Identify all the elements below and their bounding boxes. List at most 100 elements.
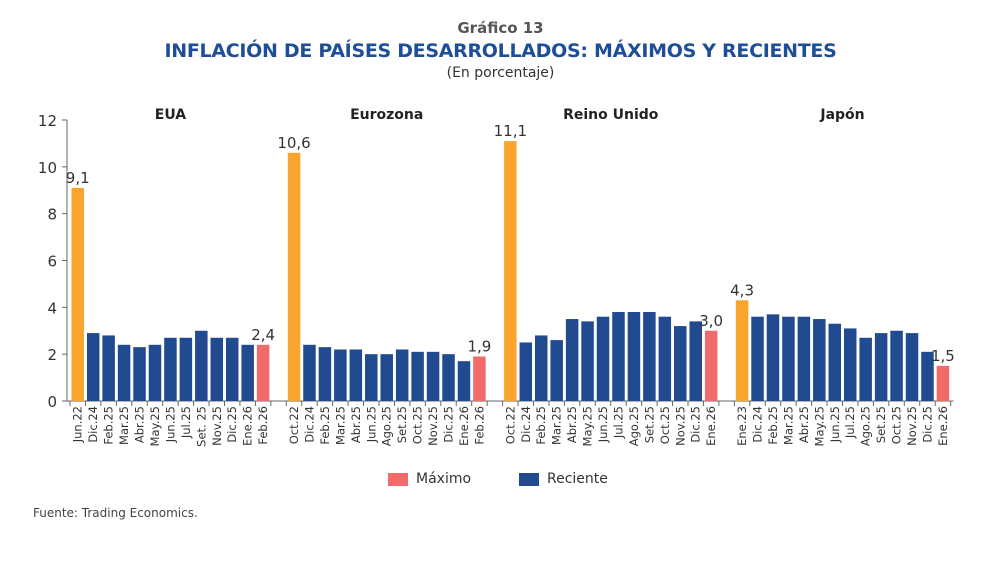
panel-title: Eurozona	[350, 107, 423, 123]
bar	[859, 337, 872, 401]
x-tick-label: Ago.25	[627, 406, 641, 446]
y-tick-label: 0	[47, 393, 57, 411]
chart-header: Gráfico 13 INFLACIÓN DE PAÍSES DESARROLL…	[0, 18, 1001, 82]
legend-item-maximo: Máximo	[388, 471, 471, 487]
x-tick-label: Feb.25	[766, 406, 780, 445]
bar	[71, 187, 84, 401]
legend-label-reciente: Reciente	[547, 471, 608, 487]
x-tick-label: Ene.23	[735, 406, 749, 446]
bar	[797, 316, 811, 401]
bar	[349, 349, 363, 401]
bar	[303, 344, 316, 401]
x-tick-label: Dic.25	[689, 406, 703, 443]
x-tick-label: Abr.25	[797, 406, 811, 443]
bar	[643, 312, 656, 401]
y-tick-label: 2	[47, 346, 57, 364]
bar	[735, 300, 749, 401]
y-tick-label: 12	[38, 112, 57, 130]
data-label: 9,1	[66, 169, 90, 187]
bar	[674, 326, 687, 401]
data-label: 2,4	[251, 326, 275, 344]
bar	[380, 354, 393, 401]
bar	[936, 365, 950, 401]
data-label: 1,9	[467, 338, 491, 356]
bar	[596, 316, 610, 401]
x-tick-label: Oct.22	[287, 406, 301, 444]
bar	[581, 321, 594, 401]
bar	[179, 337, 193, 401]
bar	[890, 330, 903, 401]
bar	[318, 347, 332, 401]
bar	[504, 141, 517, 401]
x-tick-label: Dic.24	[302, 406, 316, 443]
bar	[828, 323, 842, 401]
legend-swatch-maximo	[388, 472, 408, 486]
bar	[334, 349, 347, 401]
x-tick-label: Jul.25	[179, 406, 193, 439]
data-label: 11,1	[494, 122, 527, 140]
x-tick-label: Dic.24	[751, 406, 765, 443]
bar	[195, 330, 208, 401]
x-tick-label: Abr.25	[349, 406, 363, 443]
x-tick-label: Dic.25	[442, 406, 456, 443]
bar	[565, 319, 579, 401]
x-tick-label: Ene.26	[457, 406, 471, 446]
bar	[457, 361, 471, 401]
chart-number: Gráfico 13	[457, 19, 544, 37]
x-tick-label: Oct.22	[503, 406, 517, 444]
data-label: 1,5	[931, 347, 955, 365]
x-tick-label: Set.25	[395, 406, 409, 443]
y-tick-label: 4	[47, 299, 57, 317]
x-tick-label: Feb.26	[256, 406, 270, 445]
x-tick-label: Oct.25	[411, 406, 425, 444]
x-tick-label: Ene.26	[241, 406, 255, 446]
y-tick-label: 8	[47, 206, 57, 224]
bar	[442, 354, 455, 401]
bar	[426, 351, 440, 401]
bar	[365, 354, 378, 401]
y-tick-label: 6	[47, 253, 57, 271]
bar	[225, 337, 239, 401]
x-tick-label: Ago.25	[380, 406, 394, 446]
legend-label-maximo: Máximo	[416, 471, 472, 487]
x-tick-label: Feb.25	[102, 406, 116, 445]
bar	[148, 344, 162, 401]
chart-title: INFLACIÓN DE PAÍSES DESARROLLADOS: MÁXIM…	[164, 40, 837, 62]
x-tick-label: Nov.25	[673, 406, 687, 446]
y-tick-label: 10	[38, 159, 57, 177]
bar	[133, 347, 146, 401]
bar	[256, 344, 270, 401]
x-tick-label: Jun.25	[596, 406, 610, 443]
bar	[843, 328, 857, 401]
bar	[534, 335, 548, 401]
x-tick-label: Ene.26	[936, 406, 950, 446]
x-tick-label: May.25	[581, 406, 595, 446]
chart-subtitle: (En porcentaje)	[446, 65, 555, 81]
bar	[782, 316, 795, 401]
x-tick-label: Set.25	[642, 406, 656, 443]
x-tick-label: Jun.25	[364, 406, 378, 443]
x-tick-label: Set.25	[874, 406, 888, 443]
x-tick-label: Feb.25	[534, 406, 548, 445]
data-label: 10,6	[277, 134, 310, 152]
panel-title: Reino Unido	[563, 107, 659, 123]
x-tick-label: Oct.25	[658, 406, 672, 444]
x-tick-label: Mar.25	[333, 406, 347, 445]
x-tick-label: Nov.25	[905, 406, 919, 446]
x-tick-label: Nov.25	[426, 406, 440, 446]
x-tick-label: Nov.25	[210, 406, 224, 446]
bar	[210, 337, 224, 401]
legend: Máximo Reciente	[0, 471, 1001, 491]
panel-title: EUA	[155, 107, 187, 123]
x-tick-label: Mar.25	[117, 406, 131, 445]
bar	[411, 351, 424, 401]
legend-item-reciente: Reciente	[519, 471, 608, 487]
bar	[766, 314, 780, 401]
x-tick-label: Mar.25	[781, 406, 795, 445]
x-tick-label: May.25	[812, 406, 826, 446]
bar	[519, 342, 533, 401]
bar	[905, 333, 919, 401]
x-tick-label: Mar.25	[550, 406, 564, 445]
x-tick-label: Abr.25	[565, 406, 579, 443]
